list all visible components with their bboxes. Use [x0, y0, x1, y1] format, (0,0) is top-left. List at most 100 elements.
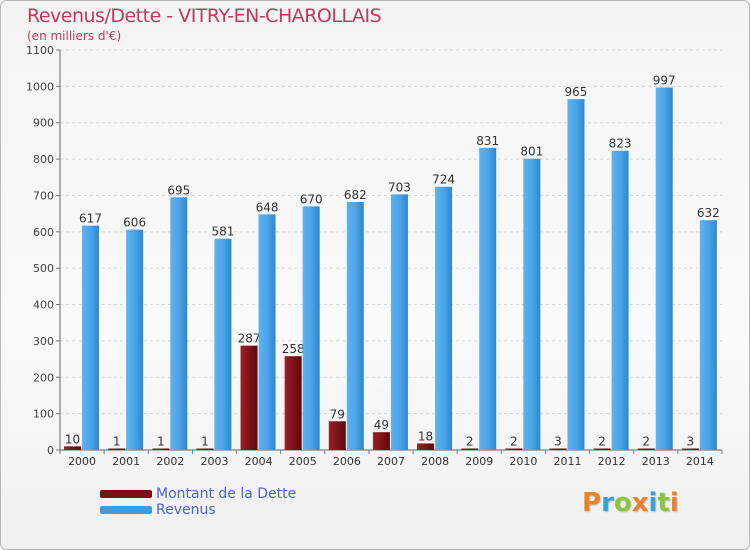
bar-dette — [152, 448, 170, 450]
y-tick-label: 400 — [33, 299, 54, 312]
data-label-dette: 258 — [282, 342, 305, 356]
bar-revenus — [523, 158, 541, 450]
bar-revenus — [435, 186, 453, 450]
y-tick-label: 600 — [33, 226, 54, 239]
bar-revenus — [170, 197, 188, 450]
data-label-revenus: 965 — [565, 85, 588, 99]
bar-revenus — [611, 150, 629, 450]
data-label-revenus: 703 — [388, 180, 411, 194]
logo-letter: i — [648, 488, 658, 518]
x-tick-label: 2001 — [112, 455, 140, 468]
bar-revenus — [479, 147, 497, 450]
y-tick-label: 0 — [47, 444, 54, 457]
y-tick-label: 1100 — [26, 44, 54, 57]
data-label-dette: 1 — [113, 435, 121, 449]
chart-title: Revenus/Dette - VITRY-EN-CHAROLLAIS — [27, 5, 382, 27]
x-tick-label: 2014 — [686, 455, 714, 468]
data-label-dette: 3 — [687, 435, 695, 449]
bar-dette — [461, 448, 479, 450]
x-tick-label: 2012 — [598, 455, 626, 468]
data-label-dette: 287 — [238, 332, 261, 346]
bar-dette — [108, 448, 126, 450]
x-tick-label: 2004 — [245, 455, 273, 468]
data-label-revenus: 724 — [432, 173, 455, 187]
data-label-dette: 18 — [418, 429, 433, 443]
x-tick-label: 2010 — [509, 455, 537, 468]
x-tick-label: 2000 — [68, 455, 96, 468]
bar-dette — [505, 448, 523, 450]
data-label-revenus: 823 — [609, 137, 632, 151]
bar-dette — [593, 448, 611, 450]
bar-revenus — [126, 229, 144, 450]
bar-dette — [637, 448, 655, 450]
legend-swatch-dette — [100, 490, 152, 498]
data-label-dette: 2 — [598, 435, 606, 449]
y-tick-label: 1000 — [26, 80, 54, 93]
y-tick-label: 100 — [33, 408, 54, 421]
bar-dette — [328, 421, 346, 450]
logo-letter: r — [601, 488, 614, 518]
bar-revenus — [302, 206, 320, 450]
bar-dette — [372, 432, 390, 450]
bar-revenus — [699, 220, 717, 450]
logo-letter: x — [631, 488, 649, 518]
legend-label-revenus: Revenus — [156, 502, 216, 518]
data-label-dette: 10 — [65, 432, 80, 446]
x-tick-label: 2011 — [554, 455, 582, 468]
bar-revenus — [346, 202, 364, 450]
y-tick-label: 500 — [33, 262, 54, 275]
x-tick-label: 2006 — [333, 455, 361, 468]
bar-revenus — [655, 87, 673, 451]
data-label-revenus: 617 — [79, 212, 102, 226]
data-label-revenus: 831 — [476, 134, 499, 148]
data-label-revenus: 997 — [653, 73, 676, 87]
legend-label-dette: Montant de la Dette — [156, 486, 297, 502]
data-label-revenus: 632 — [697, 206, 720, 220]
bar-dette — [681, 448, 699, 450]
x-tick-label: 2007 — [377, 455, 405, 468]
data-label-revenus: 606 — [123, 216, 146, 230]
data-label-revenus: 695 — [167, 183, 190, 197]
data-label-dette: 79 — [330, 407, 345, 421]
data-label-revenus: 670 — [300, 192, 323, 206]
data-label-dette: 49 — [374, 418, 389, 432]
x-tick-label: 2002 — [156, 455, 184, 468]
bar-dette — [196, 448, 214, 450]
y-tick-label: 900 — [33, 117, 54, 130]
y-tick-label: 300 — [33, 335, 54, 348]
bar-revenus — [258, 214, 276, 450]
bar-dette — [549, 448, 567, 450]
y-tick-label: 200 — [33, 371, 54, 384]
logo-letter: P — [582, 488, 602, 518]
bar-dette — [240, 345, 258, 450]
data-label-dette: 2 — [510, 435, 518, 449]
x-tick-label: 2013 — [642, 455, 670, 468]
chart-subtitle: (en milliers d'€) — [27, 29, 122, 43]
bar-dette — [417, 443, 435, 450]
logo-letter: o — [613, 488, 632, 518]
data-label-dette: 2 — [642, 435, 650, 449]
proxiti-logo: Proxiti — [582, 488, 679, 518]
logo-letter: t — [657, 488, 670, 518]
data-label-dette: 2 — [466, 435, 474, 449]
x-tick-label: 2009 — [465, 455, 493, 468]
bar-revenus — [390, 194, 408, 450]
bar-revenus — [214, 238, 232, 450]
data-label-dette: 1 — [201, 435, 209, 449]
legend-swatch-revenus — [100, 506, 152, 514]
logo-letter: i — [669, 488, 679, 518]
data-label-revenus: 682 — [344, 188, 367, 202]
x-tick-label: 2008 — [421, 455, 449, 468]
x-tick-label: 2003 — [200, 455, 228, 468]
y-tick-label: 800 — [33, 153, 54, 166]
bar-revenus — [82, 225, 99, 450]
bar-revenus — [567, 99, 585, 450]
data-label-dette: 3 — [554, 435, 562, 449]
data-label-revenus: 581 — [211, 225, 234, 239]
y-tick-label: 700 — [33, 189, 54, 202]
data-label-revenus: 801 — [520, 145, 543, 159]
x-tick-label: 2005 — [289, 455, 317, 468]
bar-dette — [284, 356, 302, 450]
bar-dette — [64, 446, 81, 450]
